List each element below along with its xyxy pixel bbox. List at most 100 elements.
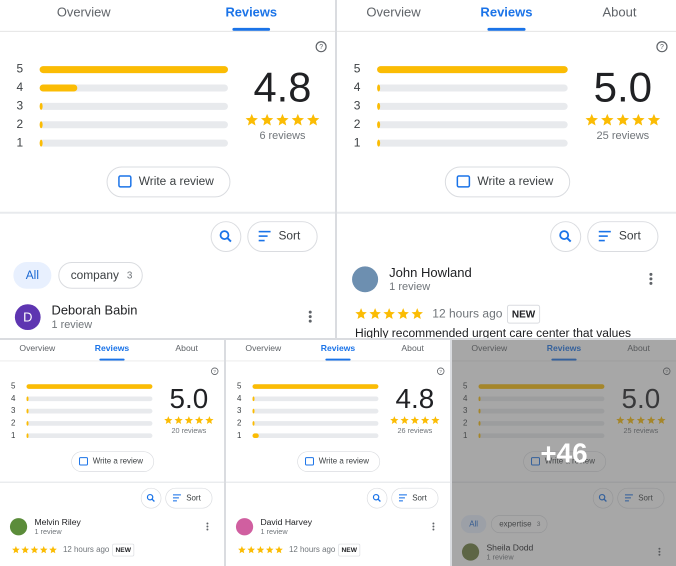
star [30,546,39,554]
tab[interactable]: About [175,343,198,353]
rating-level: 3 [237,406,242,415]
tab-indicator [325,358,351,361]
reviewer-name[interactable]: Melvin Riley [34,517,81,527]
bar-track [39,139,228,147]
sort-button[interactable] [165,487,213,509]
tab-indicator [487,27,526,31]
rating-level: 2 [11,419,16,428]
search-button[interactable] [140,487,162,509]
help-icon[interactable] [437,367,445,375]
sort-button[interactable] [391,487,439,509]
tab-indicator [232,27,271,31]
star [601,113,614,126]
search-handle [151,498,155,502]
review-panel: Overview Reviews About? 5 4 3 2 1 5.0 20 reviews W… [0,340,224,566]
review-count: 6 reviews [259,130,306,142]
rating-level: 4 [354,80,361,94]
filter-chip[interactable]: All [13,261,52,289]
bar-track [252,396,379,402]
tab[interactable]: Overview [57,4,111,19]
tab[interactable]: Reviews [225,4,277,19]
reviewer-name[interactable]: Deborah Babin [52,303,138,318]
write-review-button[interactable] [444,166,571,198]
more-dot [308,315,312,319]
more-dot [206,525,209,528]
review-count: 25 reviews [597,130,650,142]
sort-button[interactable] [247,221,318,253]
help-glyph: ? [213,369,216,374]
sort-button[interactable] [587,221,659,253]
section-divider [0,481,224,483]
star [307,113,320,126]
new-badge [338,543,361,557]
score: 5.0 [170,383,209,414]
tab[interactable]: About [602,4,636,19]
reviewer-name[interactable]: David Harvey [260,517,312,527]
tab[interactable]: Overview [245,343,282,353]
rating-level: 5 [354,62,361,76]
star [205,416,214,424]
bar-track [377,84,568,92]
search-button[interactable] [366,487,388,509]
write-review-button[interactable] [106,166,231,198]
rating-level: 4 [11,394,16,403]
bar-fill [39,66,228,74]
write-icon [456,175,471,188]
star [291,113,304,126]
search-handle [566,237,572,243]
help-glyph: ? [439,369,442,374]
more-overlay[interactable] [452,340,676,566]
help-icon[interactable] [211,367,219,375]
tab[interactable]: Reviews [95,343,130,353]
bar-track [39,84,228,92]
rating-level: 4 [17,80,24,94]
bar-fill [26,433,29,439]
write-review-button[interactable] [297,451,381,472]
star [39,546,48,554]
tab[interactable]: About [401,343,424,353]
write-icon [79,457,88,466]
bar-fill [252,421,255,426]
rating-level: 3 [17,98,24,112]
tab[interactable]: Reviews [480,4,532,19]
rating-level: 2 [354,117,361,131]
chip-label: company [71,268,119,282]
filter-chip[interactable]: company 3 [58,261,143,289]
star [383,308,395,320]
search-button[interactable] [210,221,242,253]
help-icon[interactable] [315,41,327,53]
avatar [235,518,254,536]
tab[interactable]: Overview [366,4,421,19]
review-panel: Overview Reviews? 5 4 3 2 1 4.8 6 reviews Write a… [0,0,335,338]
star [632,113,645,126]
rating-level: 3 [11,406,16,415]
avatar-letter: D [23,310,32,325]
help-icon[interactable] [656,41,668,53]
star [174,416,183,424]
reviewer-name[interactable]: John Howland [389,265,472,280]
search-button[interactable] [550,221,582,253]
section-divider [0,211,335,214]
search-icon [146,493,154,501]
star [245,113,258,126]
tab[interactable]: Overview [19,343,56,353]
tab[interactable]: Reviews [321,343,356,353]
more-dot [649,277,653,281]
star [256,546,265,554]
bar-fill [39,84,78,92]
more-dot [649,272,653,276]
star [431,416,440,424]
chip-count: 3 [127,270,133,281]
rating-level: 5 [17,62,24,76]
star [164,416,173,424]
panel-canvas: Overview Reviews About? 5 4 3 2 1 5.0 20 reviews W… [0,343,224,557]
star [585,113,598,126]
bar-fill [377,121,381,129]
help-glyph: ? [660,44,664,51]
star [410,416,419,424]
bar-fill [377,102,381,110]
write-review-button[interactable] [71,451,155,472]
bar-fill [252,396,255,402]
more-count: +46 [540,437,587,468]
